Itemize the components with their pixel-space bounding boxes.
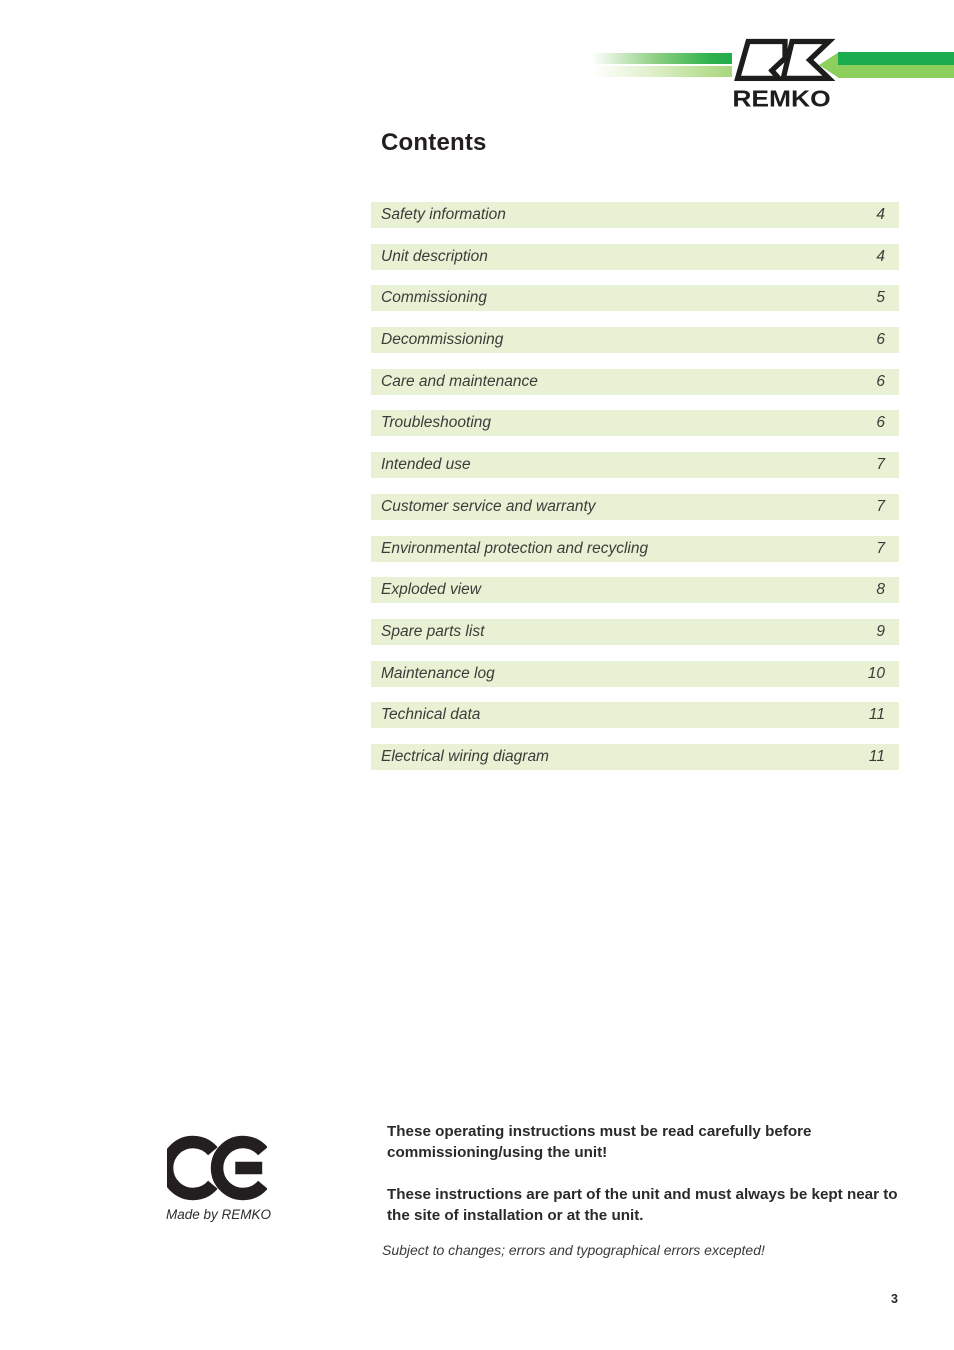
toc-entry-label: Care and maintenance: [381, 372, 538, 390]
toc-entry-label: Decommissioning: [381, 331, 504, 349]
toc-row: Intended use 7: [371, 452, 899, 479]
toc-entry-page: 6: [876, 372, 885, 390]
toc-entry-label: Unit description: [381, 247, 488, 265]
toc-entry-page: 10: [867, 664, 885, 682]
toc-entry-page: 4: [876, 247, 885, 265]
toc-entry-label: Technical data: [381, 706, 481, 724]
remko-monogram-icon: [734, 38, 835, 82]
toc-entry-label: Spare parts list: [381, 622, 485, 640]
toc-entry-page: 7: [876, 539, 885, 557]
toc-row: Troubleshooting 6: [371, 410, 899, 437]
toc-entry-page: 7: [876, 497, 885, 515]
toc-entry-label: Troubleshooting: [381, 414, 492, 432]
ce-caption: Made by REMKO: [166, 1207, 272, 1222]
toc-entry-label: Commissioning: [381, 289, 487, 307]
toc-row: Safety information 4: [371, 202, 899, 228]
toc-entry-label: Exploded view: [381, 581, 481, 599]
toc-entry-label: Customer service and warranty: [381, 497, 596, 515]
toc-row: Exploded view 8: [371, 577, 899, 604]
brand-stripe-left-light: [592, 66, 732, 77]
brand-stripe-right-dark: [838, 52, 954, 65]
brand-stripe-left-dark: [592, 53, 732, 64]
footer-disclaimer: Subject to changes; errors and typograph…: [382, 1242, 765, 1258]
registered-mark: ®: [825, 38, 831, 47]
toc-row: Care and maintenance 6: [371, 368, 899, 395]
toc-row: Maintenance log 10: [371, 660, 899, 687]
toc-entry-page: 11: [868, 747, 885, 765]
toc-entry-page: 5: [876, 289, 885, 307]
toc-row: Technical data 11: [371, 702, 899, 729]
toc-row: Unit description 4: [371, 243, 899, 270]
toc-row: Environmental protection and recycling 7: [371, 535, 899, 562]
toc-entry-page: 8: [876, 581, 885, 599]
remko-logo: ® REMKO: [732, 38, 835, 110]
toc-entry-page: 9: [876, 622, 885, 640]
toc-entry-label: Safety information: [381, 206, 506, 223]
ce-mark-icon: [167, 1135, 267, 1201]
toc-row: Electrical wiring diagram 11: [371, 743, 899, 770]
toc-row: Commissioning 5: [371, 285, 899, 312]
toc-row: Customer service and warranty 7: [371, 493, 899, 520]
toc-entry-label: Environmental protection and recycling: [381, 539, 649, 557]
toc-row: Decommissioning 6: [371, 327, 899, 354]
toc-entry-page: 7: [876, 456, 885, 474]
toc-entry-label: Electrical wiring diagram: [381, 747, 549, 765]
page-number: 3: [891, 1292, 898, 1306]
footer-note-keep-near: These instructions are part of the unit …: [387, 1186, 898, 1224]
page-title: Contents: [381, 129, 487, 156]
table-of-contents: Safety information 4 Unit description 4 …: [371, 202, 899, 770]
toc-entry-page: 11: [868, 706, 885, 724]
toc-entry-page: 4: [876, 206, 885, 223]
toc-entry-page: 6: [876, 331, 885, 349]
brand-stripe-right-light: [838, 65, 954, 78]
toc-entry-page: 6: [876, 414, 885, 432]
toc-row: Spare parts list 9: [371, 618, 899, 645]
footer-note-read-carefully: These operating instructions must be rea…: [387, 1123, 812, 1161]
toc-entry-label: Maintenance log: [381, 664, 495, 682]
toc-entry-label: Intended use: [381, 456, 471, 474]
brand-wordmark: REMKO: [732, 85, 830, 110]
